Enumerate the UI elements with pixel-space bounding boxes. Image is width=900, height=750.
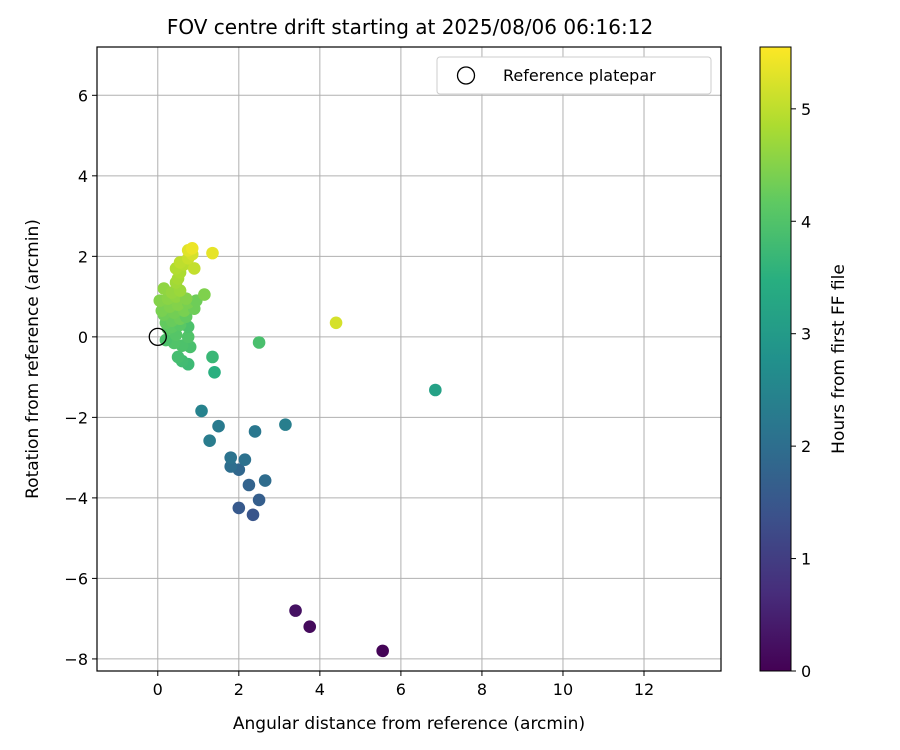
data-point (187, 262, 201, 275)
data-point (212, 419, 225, 433)
data-point (248, 425, 262, 438)
data-point (232, 501, 246, 515)
data-point (279, 418, 292, 431)
data-point (195, 404, 208, 418)
data-point (181, 330, 195, 344)
data-point (224, 451, 238, 464)
y-tick-label: 0 (78, 328, 88, 347)
x-tick-label: 10 (553, 680, 573, 699)
grid (97, 47, 721, 671)
colorbar-tick-label: 3 (801, 325, 811, 344)
legend-box (436, 56, 712, 95)
data-point (246, 508, 260, 522)
data-point (258, 474, 272, 487)
x-tick-label: 12 (634, 680, 654, 699)
x-tick-label: 4 (315, 680, 325, 699)
data-point (206, 350, 219, 364)
data-point (185, 241, 199, 255)
data-point (303, 620, 317, 634)
data-points (148, 241, 442, 658)
reference-point-marker (148, 327, 167, 347)
axis-ticks: 0 2 4 6 8 10 12 −8 −6 −4 −2 0 2 4 6 (64, 86, 654, 699)
data-point (203, 434, 216, 448)
y-tick-label: −8 (64, 650, 88, 669)
colorbar-tick-label: 5 (801, 100, 811, 119)
data-point (208, 365, 221, 379)
colorbar-gradient (759, 46, 792, 672)
data-point (252, 493, 266, 507)
legend-marker-reference (456, 66, 476, 85)
colorbar-label: Hours from first FF file (829, 264, 849, 454)
legend-label-reference: Reference platepar (503, 66, 656, 85)
data-point (198, 288, 211, 301)
data-point (224, 460, 238, 473)
plot-frame (96, 46, 722, 672)
data-point (289, 604, 302, 617)
y-tick-label: −2 (64, 408, 88, 427)
data-point (206, 246, 219, 260)
y-tick-label: −6 (64, 569, 88, 588)
x-tick-label: 2 (234, 680, 244, 699)
colorbar-tick-label: 4 (801, 212, 811, 231)
data-point (171, 350, 185, 364)
y-tick-label: 4 (78, 167, 88, 186)
y-tick-label: −4 (64, 489, 88, 508)
data-point (252, 336, 266, 349)
colorbar-tick-label: 0 (801, 662, 811, 681)
y-tick-label: 2 (78, 247, 88, 266)
colorbar-tick-label: 1 (801, 550, 811, 569)
x-tick-label: 6 (396, 680, 406, 699)
x-tick-label: 0 (153, 680, 163, 699)
y-tick-label: 6 (78, 86, 88, 105)
data-point (329, 316, 343, 330)
colorbar-tick-label: 2 (801, 437, 811, 456)
chart-title: FOV centre drift starting at 2025/08/06 … (167, 15, 653, 39)
x-tick-label: 8 (477, 680, 487, 699)
y-axis-label: Rotation from reference (arcmin) (23, 219, 43, 499)
legend: Reference platepar (436, 56, 712, 95)
data-point (429, 383, 442, 397)
colorbar-ticks: 0 1 2 3 4 5 (791, 100, 811, 681)
data-point (238, 453, 252, 466)
data-point (242, 478, 256, 492)
colorbar: 0 1 2 3 4 5 Hours from first FF file (759, 46, 849, 681)
data-point (376, 644, 389, 658)
x-axis-label: Angular distance from reference (arcmin) (233, 714, 585, 734)
